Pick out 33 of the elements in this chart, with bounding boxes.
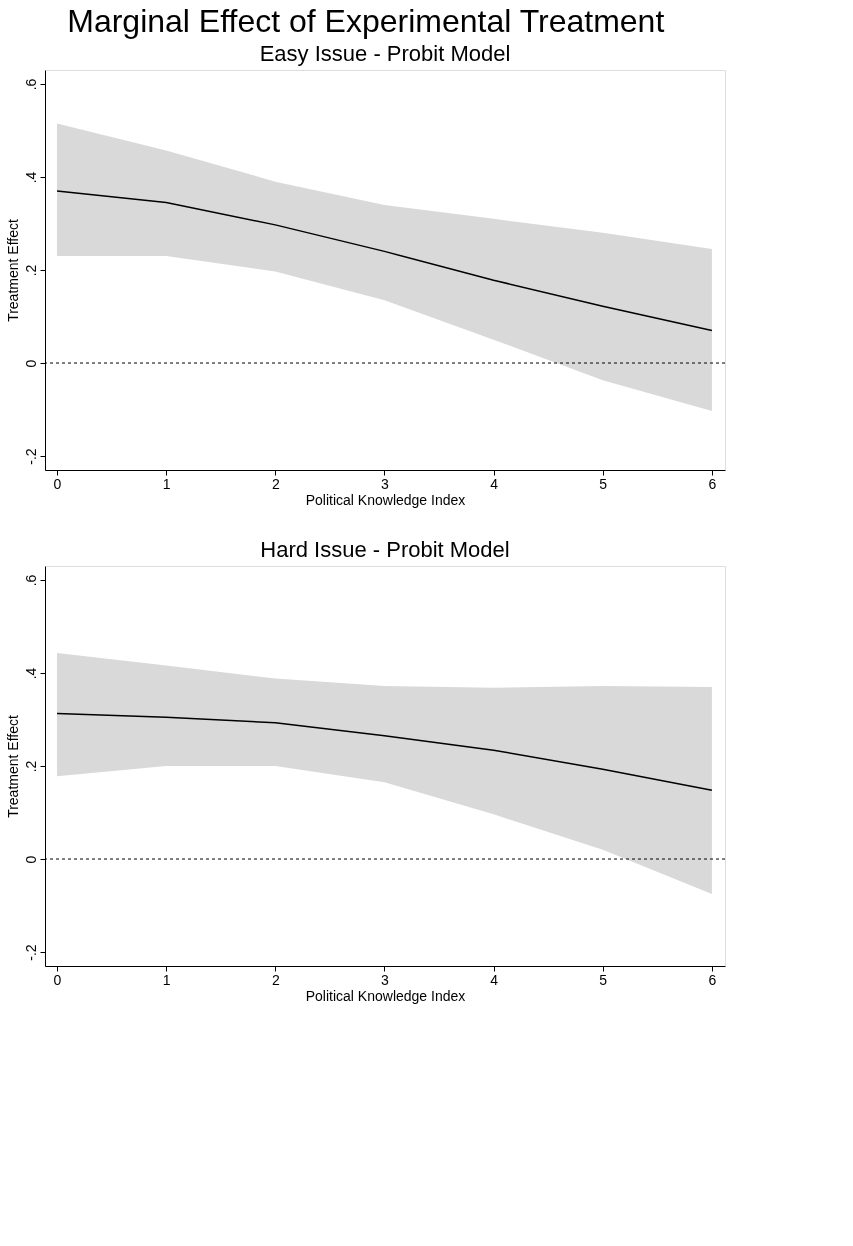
x-axis-title: Political Knowledge Index bbox=[305, 491, 466, 508]
y-tick-label: .4 bbox=[22, 171, 39, 184]
x-tick-label: 2 bbox=[271, 971, 280, 988]
y-tick-label: .6 bbox=[22, 574, 39, 587]
x-tick-label: 0 bbox=[53, 971, 62, 988]
x-tick-label: 4 bbox=[490, 475, 499, 492]
y-tick-label: .6 bbox=[22, 78, 39, 91]
y-tick-label: 0 bbox=[22, 855, 39, 864]
line-series bbox=[56, 190, 713, 332]
x-tick-label: 1 bbox=[162, 475, 171, 492]
x-tick-label: 5 bbox=[599, 971, 608, 988]
y-tick-label: .2 bbox=[22, 760, 39, 773]
y-tick-label: -.2 bbox=[22, 944, 39, 961]
y-tick-label: .4 bbox=[22, 667, 39, 680]
y-axis-title: Treatment Effect bbox=[4, 715, 21, 818]
chart-subtitle: Easy Issue - Probit Model bbox=[259, 41, 511, 66]
y-tick-label: -.2 bbox=[22, 448, 39, 465]
x-tick-label: 3 bbox=[381, 475, 390, 492]
y-axis-title: Treatment Effect bbox=[4, 219, 21, 322]
y-tick-label: .2 bbox=[22, 264, 39, 277]
chart-subtitle: Hard Issue - Probit Model bbox=[260, 537, 510, 562]
line-series bbox=[56, 712, 713, 791]
x-tick-label: 0 bbox=[53, 475, 62, 492]
x-tick-label: 6 bbox=[708, 971, 717, 988]
x-axis-title: Political Knowledge Index bbox=[305, 987, 466, 1004]
y-tick-label: 0 bbox=[22, 359, 39, 368]
x-tick-label: 6 bbox=[708, 475, 717, 492]
x-tick-label: 3 bbox=[381, 971, 390, 988]
x-tick-label: 4 bbox=[490, 971, 499, 988]
x-tick-label: 5 bbox=[599, 475, 608, 492]
x-tick-label: 2 bbox=[271, 475, 280, 492]
x-tick-label: 1 bbox=[162, 971, 171, 988]
chart-title: Marginal Effect of Experimental Treatment bbox=[67, 2, 665, 39]
